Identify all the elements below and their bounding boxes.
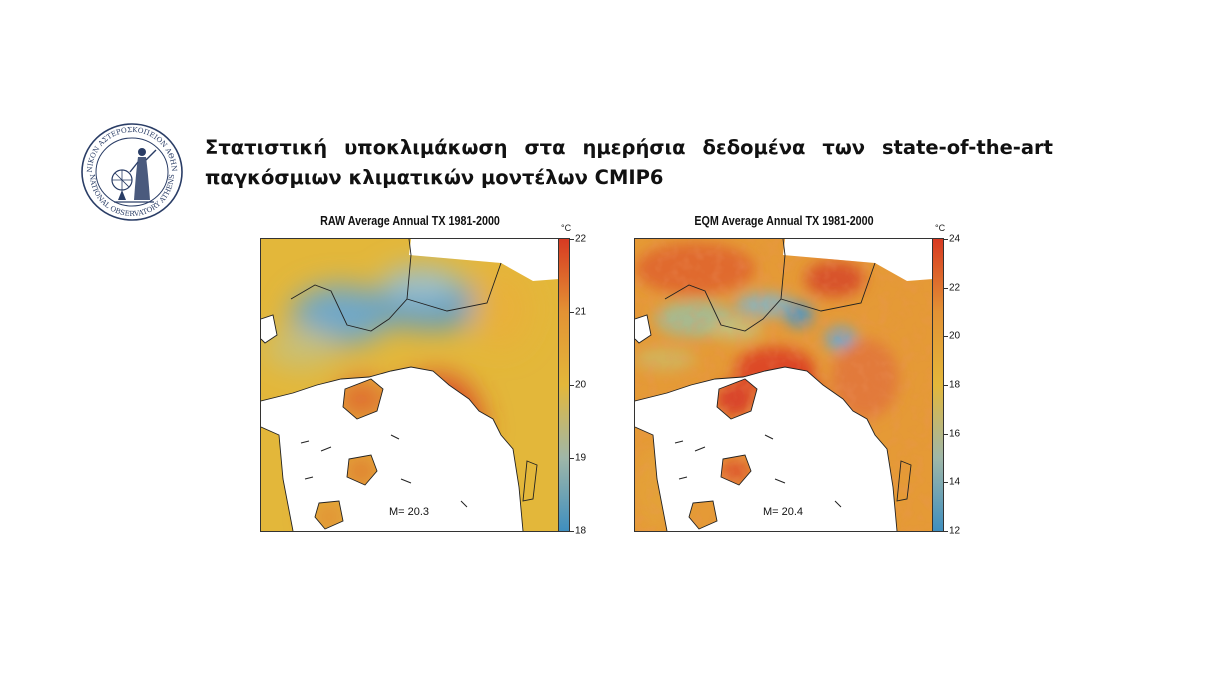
colorbar-tick-label: 21: [575, 306, 587, 318]
eqm-colorbar: [932, 238, 944, 532]
raw-map-title: RAW Average Annual TX 1981-2000: [320, 214, 500, 228]
raw-temperature-map: [260, 238, 560, 532]
observatory-seal-icon: ΕΘΝΙΚΟΝ ΑΣΤΕΡΟΣΚΟΠΕΙΟΝ ΑΘΗΝΩΝ NATIONAL O…: [75, 116, 183, 221]
eqm-colorbar-unit: °C: [935, 223, 946, 233]
colorbar-tick-label: 19: [575, 452, 587, 464]
observatory-logo: ΕΘΝΙΚΟΝ ΑΣΤΕΡΟΣΚΟΠΕΙΟΝ ΑΘΗΝΩΝ NATIONAL O…: [75, 116, 186, 222]
eqm-map-panel: EQM Average Annual TX 1981-2000: [634, 212, 964, 542]
raw-map-mean: M= 20.3: [388, 506, 430, 518]
eqm-temperature-map: [634, 238, 934, 532]
raw-map-panel: RAW Average Annual TX 1981-2000: [260, 212, 590, 542]
colorbar-tick-mark: [944, 239, 948, 240]
colorbar-tick-mark: [570, 385, 574, 386]
colorbar-tick-label: 22: [949, 282, 961, 294]
colorbar-tick-mark: [944, 433, 948, 435]
slide-title-line-2: παγκόσμιων κλιματικών μοντέλων CMIP6: [205, 166, 664, 189]
colorbar-tick-label: 18: [949, 379, 961, 391]
slide-title: Στατιστική υποκλιμάκωση στα ημερήσια δεδ…: [205, 133, 1053, 193]
colorbar-tick-label: 18: [575, 525, 587, 537]
eqm-map-title: EQM Average Annual TX 1981-2000: [694, 214, 874, 228]
colorbar-tick-label: 16: [949, 428, 961, 440]
colorbar-tick-mark: [944, 385, 948, 386]
colorbar-tick-label: 24: [949, 233, 961, 245]
colorbar-tick-mark: [570, 239, 574, 240]
colorbar-tick-mark: [944, 482, 948, 484]
colorbar-tick-mark: [944, 531, 948, 532]
colorbar-tick-mark: [570, 312, 574, 313]
slide-title-line-1: Στατιστική υποκλιμάκωση στα ημερήσια δεδ…: [205, 136, 1053, 159]
eqm-map-mean: M= 20.4: [762, 506, 804, 518]
raw-colorbar: [558, 238, 570, 532]
colorbar-tick-mark: [944, 336, 948, 338]
colorbar-tick-label: 12: [949, 525, 961, 537]
colorbar-tick-mark: [570, 531, 574, 532]
colorbar-tick-label: 14: [949, 476, 961, 488]
colorbar-tick-label: 20: [575, 379, 587, 391]
colorbar-tick-mark: [570, 458, 574, 459]
raw-colorbar-unit: °C: [561, 223, 572, 233]
colorbar-tick-mark: [944, 287, 948, 289]
colorbar-tick-label: 20: [949, 330, 961, 342]
colorbar-tick-label: 22: [575, 233, 587, 245]
